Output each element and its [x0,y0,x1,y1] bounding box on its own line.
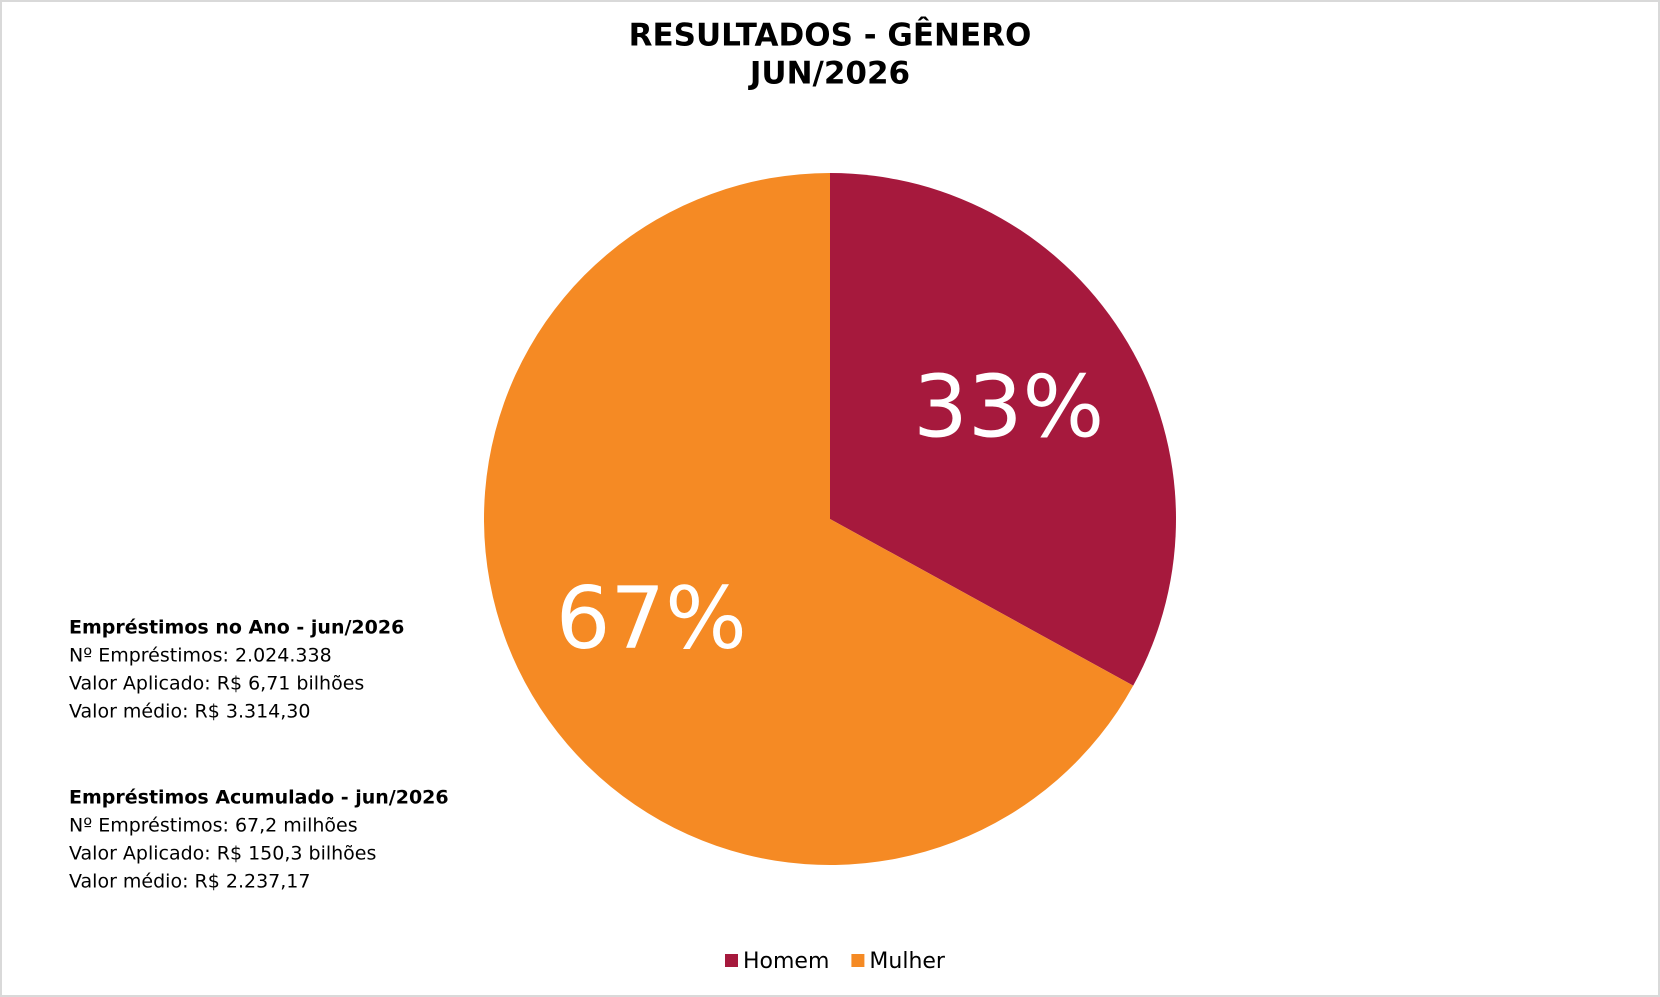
pie-slice [483,173,1134,866]
legend-swatch [851,954,865,967]
legend-label: Mulher [869,949,946,974]
note-line: Nº Empréstimos: 67,2 milhões [69,815,358,837]
note-line: Valor Aplicado: R$ 150,3 bilhões [69,843,376,865]
pie-slice [830,173,1176,686]
note-heading: Empréstimos Acumulado - jun/2026 [69,787,449,809]
chart-subtitle: JUN/2026 [748,56,910,92]
slice-label: 33% [913,358,1104,458]
note-line: Nº Empréstimos: 2.024.338 [69,645,332,667]
slice-label: 67% [556,569,747,669]
note-line: Valor médio: R$ 3.314,30 [69,701,310,723]
chart-title: RESULTADOS - GÊNERO [629,18,1032,54]
legend-swatch [725,954,738,967]
note-line: Valor médio: R$ 2.237,17 [69,871,310,893]
note-line: Valor Aplicado: R$ 6,71 bilhões [69,673,364,695]
note-heading: Empréstimos no Ano - jun/2026 [69,617,404,639]
legend-label: Homem [743,949,829,974]
